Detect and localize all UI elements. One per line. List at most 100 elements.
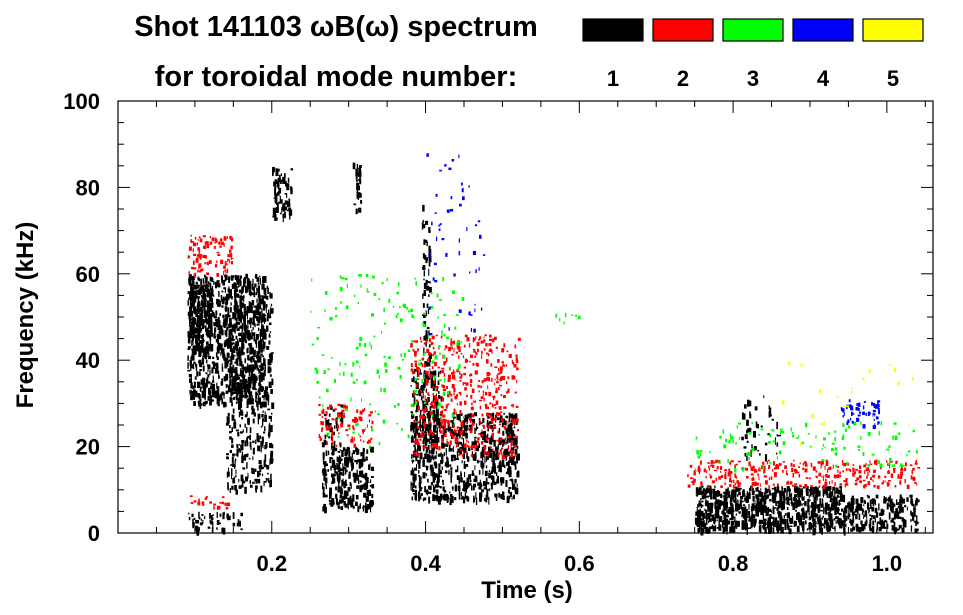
spectral-point bbox=[837, 469, 839, 473]
spectral-point bbox=[768, 486, 770, 494]
spectral-point bbox=[206, 261, 209, 264]
spectral-point bbox=[360, 470, 364, 475]
spectral-point bbox=[746, 491, 748, 496]
spectral-point bbox=[786, 481, 790, 485]
spectral-point bbox=[208, 312, 210, 320]
spectral-point bbox=[349, 456, 352, 463]
spectral-point bbox=[202, 381, 205, 390]
spectral-point bbox=[331, 449, 335, 455]
spectral-point bbox=[331, 418, 335, 421]
spectral-point bbox=[344, 491, 348, 499]
spectral-point bbox=[450, 420, 454, 423]
spectral-point bbox=[264, 391, 268, 398]
spectral-point bbox=[794, 483, 798, 486]
spectral-point bbox=[415, 490, 417, 495]
spectral-point bbox=[434, 442, 436, 446]
spectral-point bbox=[485, 497, 488, 503]
spectral-point bbox=[270, 303, 273, 307]
spectral-point bbox=[371, 493, 374, 499]
spectral-point bbox=[871, 525, 875, 533]
spectral-point bbox=[226, 453, 229, 456]
spectral-point bbox=[421, 379, 424, 384]
spectral-point bbox=[257, 436, 260, 443]
spectral-point bbox=[322, 452, 325, 460]
spectral-point bbox=[266, 317, 269, 322]
spectral-point bbox=[517, 453, 520, 461]
spectral-point bbox=[415, 409, 418, 413]
spectral-point bbox=[838, 521, 840, 527]
spectral-point bbox=[442, 277, 445, 282]
spectral-point bbox=[429, 407, 431, 411]
spectral-point bbox=[893, 503, 896, 507]
spectral-point bbox=[491, 432, 494, 437]
spectral-point bbox=[420, 386, 424, 393]
spectral-point bbox=[852, 472, 855, 477]
legend-swatch-mode-1 bbox=[582, 18, 644, 42]
spectral-point bbox=[483, 445, 486, 450]
spectral-point bbox=[487, 428, 489, 432]
spectral-point bbox=[205, 325, 207, 332]
spectral-point bbox=[199, 312, 202, 320]
spectral-point bbox=[227, 259, 229, 262]
spectral-point bbox=[205, 496, 208, 499]
spectral-point bbox=[743, 514, 747, 520]
spectral-point bbox=[260, 440, 264, 447]
spectral-point bbox=[205, 315, 207, 323]
spectral-point bbox=[423, 312, 426, 315]
spectral-point bbox=[769, 514, 772, 519]
spectral-point bbox=[458, 391, 462, 394]
spectral-point bbox=[764, 454, 768, 462]
spectral-point bbox=[213, 322, 217, 327]
spectral-point bbox=[456, 475, 460, 480]
spectral-point bbox=[484, 470, 488, 477]
spectral-point bbox=[388, 356, 391, 359]
spectral-point bbox=[210, 302, 214, 306]
spectral-point bbox=[289, 203, 291, 207]
spectral-point bbox=[763, 469, 766, 474]
spectral-point bbox=[204, 310, 207, 317]
spectral-point bbox=[483, 336, 485, 339]
spectral-point bbox=[365, 456, 368, 461]
spectral-point bbox=[428, 268, 430, 276]
spectral-point bbox=[748, 461, 751, 466]
spectral-point bbox=[345, 483, 348, 486]
spectral-point bbox=[488, 470, 491, 472]
spectral-point bbox=[224, 279, 227, 281]
spectral-point bbox=[242, 366, 244, 374]
spectral-point bbox=[238, 347, 240, 352]
spectral-point bbox=[318, 433, 320, 438]
spectral-point bbox=[270, 473, 272, 481]
spectral-point bbox=[814, 494, 818, 498]
spectral-point bbox=[198, 236, 201, 239]
spectral-point bbox=[796, 492, 799, 495]
spectral-point bbox=[799, 501, 802, 506]
spectral-point bbox=[459, 431, 463, 436]
spectral-point bbox=[253, 447, 255, 454]
spectral-point bbox=[427, 362, 431, 367]
spectral-point bbox=[810, 525, 814, 528]
spectral-point bbox=[480, 461, 483, 463]
spectral-point bbox=[450, 433, 454, 437]
spectral-point bbox=[759, 453, 761, 456]
spectral-point bbox=[481, 462, 483, 469]
spectral-point bbox=[816, 492, 819, 496]
spectral-point bbox=[506, 430, 509, 438]
chart-title-line2: for toroidal mode number: bbox=[155, 61, 518, 93]
spectral-point bbox=[359, 166, 361, 174]
spectral-point bbox=[763, 466, 766, 472]
spectral-point bbox=[465, 417, 469, 423]
spectral-point bbox=[234, 460, 236, 468]
spectral-point bbox=[498, 431, 500, 434]
spectral-point bbox=[887, 470, 890, 474]
spectral-point bbox=[439, 470, 442, 475]
spectral-point bbox=[435, 397, 437, 403]
spectral-point bbox=[446, 420, 450, 424]
spectral-point bbox=[859, 503, 863, 511]
spectral-point bbox=[227, 502, 231, 507]
spectral-point bbox=[290, 187, 293, 195]
spectral-point bbox=[199, 387, 202, 392]
spectral-point bbox=[895, 508, 898, 515]
spectral-point bbox=[211, 367, 214, 374]
spectral-point bbox=[205, 287, 209, 292]
spectral-point bbox=[797, 516, 800, 523]
